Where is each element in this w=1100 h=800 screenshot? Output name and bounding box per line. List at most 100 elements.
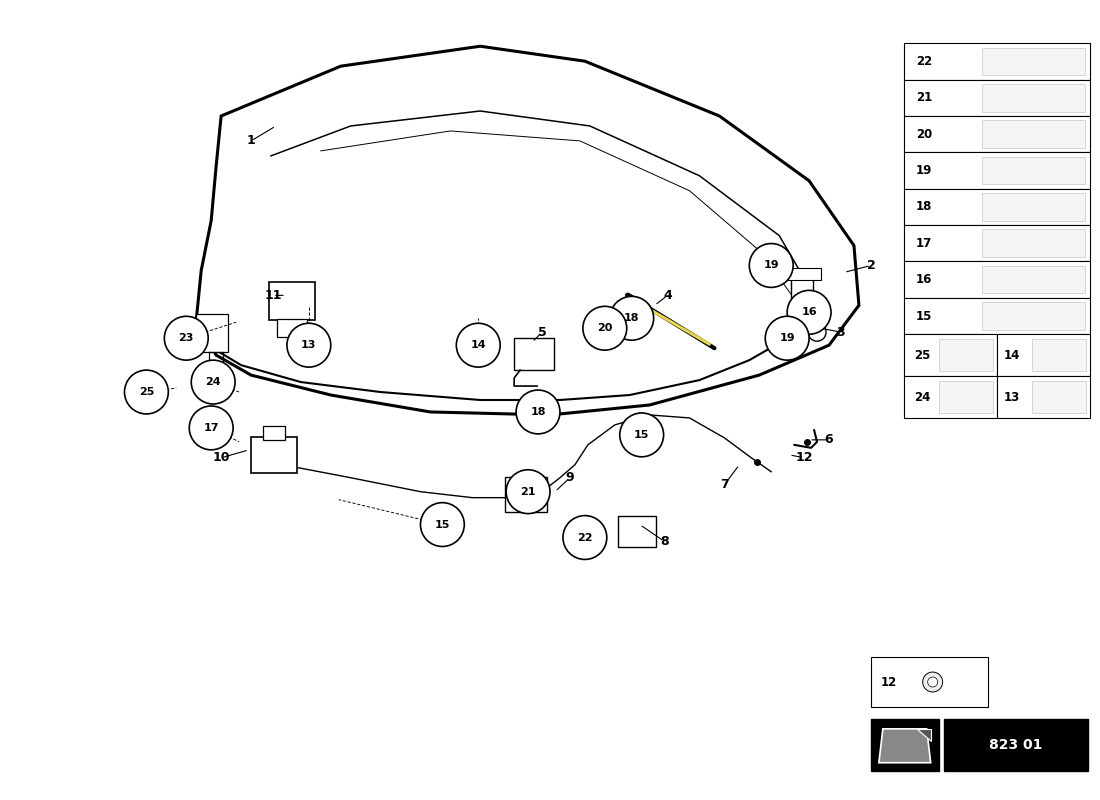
Text: 11: 11 [264,289,282,302]
Text: 12: 12 [795,451,813,464]
Text: 15: 15 [634,430,649,440]
Text: 1: 1 [246,134,255,147]
Text: 24: 24 [206,377,221,387]
Bar [904,298,1090,334]
Polygon shape [879,729,931,762]
Text: 23: 23 [178,334,194,343]
Text: 823 01: 823 01 [989,738,1043,752]
Circle shape [927,677,937,687]
Text: 16: 16 [915,273,932,286]
Bar [791,270,813,324]
Text: 25: 25 [139,387,154,397]
Text: 18: 18 [624,314,639,323]
Text: 19: 19 [915,164,932,177]
Bar [939,339,993,371]
Bar [1032,381,1087,413]
Bar [263,426,285,440]
Text: eurospares: eurospares [226,222,735,299]
Bar [904,262,1090,298]
Bar [904,376,997,418]
Bar [904,80,1090,116]
Bar [778,269,821,281]
Bar [982,84,1085,112]
Circle shape [609,296,653,340]
Text: 10: 10 [212,451,230,464]
Polygon shape [196,46,859,415]
Text: 5: 5 [538,326,547,338]
Text: 7: 7 [720,478,729,491]
Bar [904,152,1090,189]
Circle shape [191,360,235,404]
Text: 6: 6 [825,434,834,446]
Text: 19: 19 [763,261,779,270]
Circle shape [456,323,501,367]
Text: 13: 13 [301,340,317,350]
Circle shape [583,306,627,350]
Text: 21: 21 [915,91,932,104]
Text: 3: 3 [837,326,845,338]
Text: 16: 16 [801,307,817,318]
Bar [270,282,315,320]
Bar [982,157,1085,184]
Bar [1032,339,1087,371]
Text: 15: 15 [434,519,450,530]
Bar [871,657,989,707]
Bar [997,334,1090,376]
Text: a passion for parts since 1985: a passion for parts since 1985 [302,321,597,375]
Bar [982,302,1085,330]
Bar [196,314,228,352]
Text: 12: 12 [881,675,898,689]
Text: 25: 25 [914,349,931,362]
Bar [871,719,938,770]
Bar [904,225,1090,262]
Circle shape [506,470,550,514]
Text: 18: 18 [915,201,932,214]
Bar [277,319,307,338]
Polygon shape [916,729,931,741]
Text: 13: 13 [1004,390,1020,403]
Bar [251,437,297,473]
Bar [944,719,1088,770]
Circle shape [619,413,663,457]
Text: 4: 4 [663,289,672,302]
Bar [982,230,1085,257]
Bar [514,338,554,370]
Circle shape [189,406,233,450]
Circle shape [808,323,826,342]
Circle shape [749,243,793,287]
Circle shape [420,502,464,546]
Bar [904,116,1090,152]
Bar [939,381,993,413]
Text: 2: 2 [867,259,876,272]
Bar [904,43,1090,80]
Bar [904,189,1090,225]
Bar [778,320,821,332]
Text: 20: 20 [597,323,613,334]
Text: 18: 18 [530,407,546,417]
Circle shape [766,316,810,360]
Text: 15: 15 [915,310,932,322]
Bar [982,266,1085,294]
Bar [505,477,547,512]
Bar [997,376,1090,418]
Text: 17: 17 [204,423,219,433]
Bar [618,515,656,547]
Bar [904,334,997,376]
Circle shape [164,316,208,360]
Text: 22: 22 [578,533,593,542]
Circle shape [287,323,331,367]
Text: 19: 19 [780,334,795,343]
Bar [982,48,1085,75]
Text: 24: 24 [914,390,931,403]
Text: 21: 21 [520,486,536,497]
Circle shape [516,390,560,434]
Bar [982,193,1085,221]
Text: 20: 20 [915,128,932,141]
Text: 9: 9 [565,471,574,484]
Text: 22: 22 [915,55,932,68]
Circle shape [563,515,607,559]
Circle shape [923,672,943,692]
Text: 8: 8 [660,535,669,548]
Text: 14: 14 [1004,349,1021,362]
Text: 17: 17 [915,237,932,250]
